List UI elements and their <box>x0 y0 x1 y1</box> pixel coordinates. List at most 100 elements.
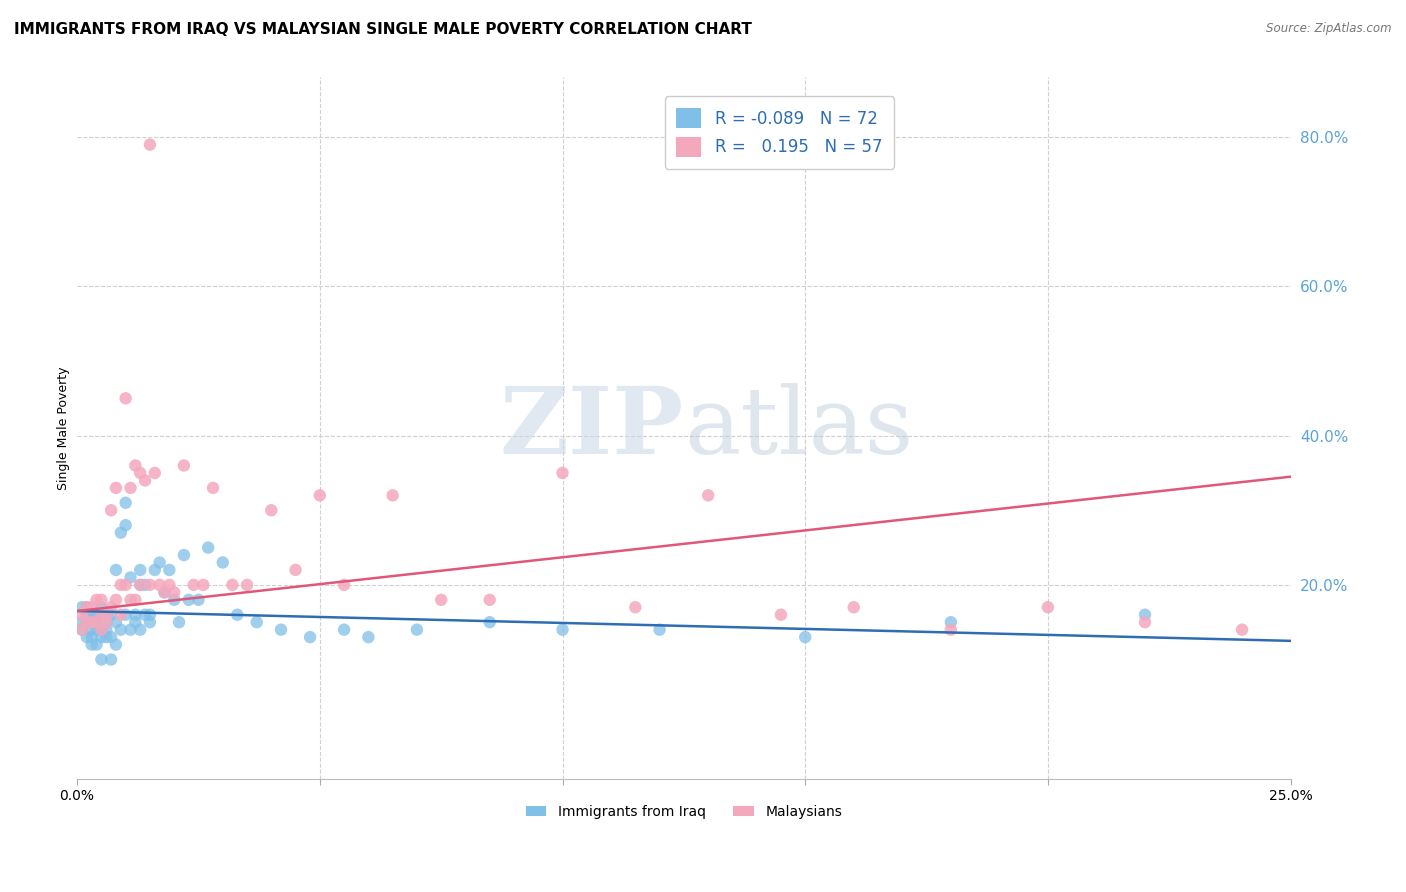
Point <box>120 570 142 584</box>
Point <box>697 488 720 502</box>
Point <box>139 615 162 630</box>
Point <box>129 623 152 637</box>
Point <box>90 592 112 607</box>
Point <box>551 623 574 637</box>
Point <box>124 607 146 622</box>
Point <box>100 600 122 615</box>
Point <box>90 607 112 622</box>
Point <box>124 592 146 607</box>
Point <box>1036 600 1059 615</box>
Point <box>76 600 98 615</box>
Point <box>90 623 112 637</box>
Point <box>86 638 108 652</box>
Point <box>90 652 112 666</box>
Point <box>76 600 98 615</box>
Point <box>149 556 172 570</box>
Point <box>86 615 108 630</box>
Point <box>100 630 122 644</box>
Point <box>139 607 162 622</box>
Point <box>90 623 112 637</box>
Point <box>149 578 172 592</box>
Point <box>124 458 146 473</box>
Text: ZIP: ZIP <box>499 384 683 473</box>
Point <box>76 615 98 630</box>
Point <box>624 600 647 615</box>
Point <box>236 578 259 592</box>
Point <box>114 518 136 533</box>
Text: IMMIGRANTS FROM IRAQ VS MALAYSIAN SINGLE MALE POVERTY CORRELATION CHART: IMMIGRANTS FROM IRAQ VS MALAYSIAN SINGLE… <box>14 22 752 37</box>
Point <box>551 466 574 480</box>
Point <box>143 466 166 480</box>
Point <box>157 578 180 592</box>
Point <box>86 623 108 637</box>
Point <box>124 615 146 630</box>
Point <box>270 623 292 637</box>
Point <box>157 563 180 577</box>
Point <box>153 585 176 599</box>
Point <box>177 592 200 607</box>
Point <box>260 503 283 517</box>
Point <box>76 615 98 630</box>
Point <box>110 623 132 637</box>
Point <box>104 592 127 607</box>
Point <box>129 563 152 577</box>
Point <box>478 615 501 630</box>
Point <box>153 585 176 599</box>
Point <box>100 607 122 622</box>
Point <box>120 623 142 637</box>
Point <box>80 607 103 622</box>
Point <box>114 578 136 592</box>
Point <box>193 578 215 592</box>
Y-axis label: Single Male Poverty: Single Male Poverty <box>58 367 70 490</box>
Point <box>163 585 186 599</box>
Point <box>96 607 118 622</box>
Point <box>80 615 103 630</box>
Point <box>333 623 356 637</box>
Point <box>842 600 865 615</box>
Point <box>96 615 118 630</box>
Point <box>80 630 103 644</box>
Point <box>96 607 118 622</box>
Point <box>90 630 112 644</box>
Point <box>134 578 156 592</box>
Point <box>202 481 225 495</box>
Point <box>197 541 219 555</box>
Point <box>86 592 108 607</box>
Point <box>110 607 132 622</box>
Point <box>187 592 209 607</box>
Point <box>1133 615 1156 630</box>
Point <box>226 607 249 622</box>
Point <box>120 592 142 607</box>
Point <box>163 592 186 607</box>
Point <box>110 525 132 540</box>
Point <box>96 630 118 644</box>
Point <box>80 638 103 652</box>
Point <box>90 600 112 615</box>
Point <box>143 563 166 577</box>
Point <box>139 137 162 152</box>
Point <box>70 623 93 637</box>
Point <box>129 578 152 592</box>
Point <box>134 474 156 488</box>
Point <box>114 392 136 406</box>
Point <box>173 548 195 562</box>
Point <box>381 488 404 502</box>
Point <box>939 623 962 637</box>
Point <box>110 578 132 592</box>
Point <box>70 600 93 615</box>
Point <box>308 488 330 502</box>
Point <box>104 638 127 652</box>
Point <box>86 607 108 622</box>
Point <box>1133 607 1156 622</box>
Point <box>357 630 380 644</box>
Point <box>76 630 98 644</box>
Point <box>299 630 322 644</box>
Point <box>406 623 429 637</box>
Legend: Immigrants from Iraq, Malaysians: Immigrants from Iraq, Malaysians <box>520 799 848 824</box>
Point <box>100 652 122 666</box>
Point <box>100 503 122 517</box>
Point <box>120 481 142 495</box>
Point <box>167 615 190 630</box>
Point <box>114 607 136 622</box>
Point <box>211 556 233 570</box>
